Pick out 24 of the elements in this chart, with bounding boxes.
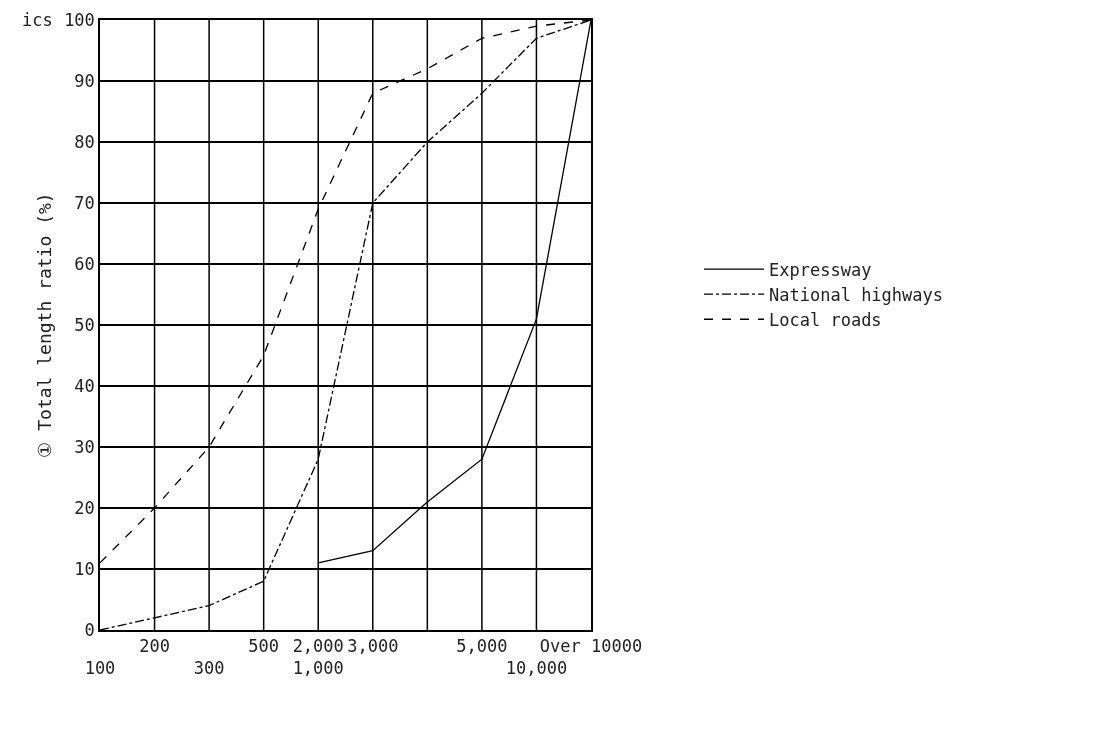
y-tick-label: 20 [74,497,95,518]
y-tick-label: 70 [74,192,95,213]
y-tick-label: 30 [74,436,95,457]
legend-label: National highways [769,284,944,305]
x-tick-label: 500 [248,636,280,657]
y-axis-title: ① Total length ratio (%) [33,192,55,458]
y-tick-label: 60 [74,253,95,274]
x-tick-label: 10,000 [505,658,568,679]
legend-label: Local roads [769,309,882,330]
y-tick-label: 40 [74,375,95,396]
y-tick-label: 90 [74,70,95,91]
text: ics [22,10,53,30]
y-tick-label: 10 [74,558,95,579]
x-tick-label: 300 [193,658,225,679]
x-tick-label: 2,000 1,000 [292,636,344,679]
x-tick-label: 200 [139,636,170,657]
x-tick-label: 3,000 [347,636,399,657]
x-tick-label: Over 10000 [539,636,643,657]
y-tick-label: 100 [64,9,95,30]
y-tick-label: 0 [84,619,95,640]
y-tick-label: 50 [74,314,95,335]
y-tick-label: 80 [74,131,95,152]
legend-label: Expressway [769,259,872,280]
x-tick-label: 5,000 [456,636,508,657]
